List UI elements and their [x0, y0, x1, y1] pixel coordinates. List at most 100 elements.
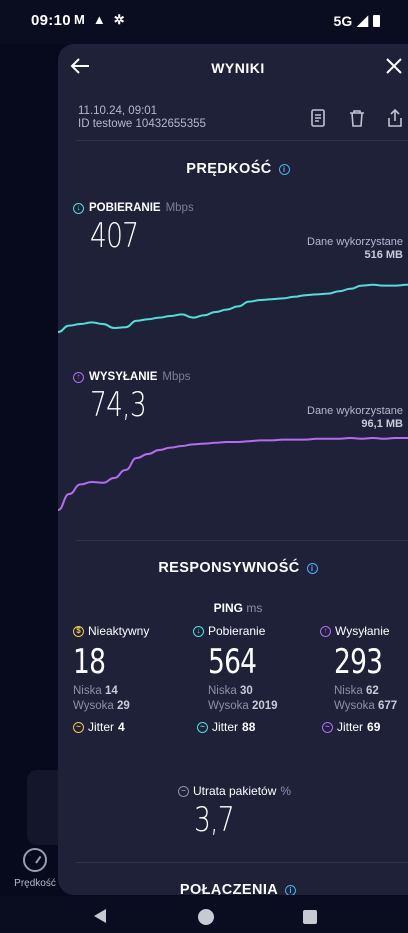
- upload-series-line: [58, 436, 408, 511]
- high-value: 2019: [252, 700, 278, 712]
- jitter-icon: ~: [322, 721, 333, 733]
- jitter-icon: ~: [197, 721, 208, 733]
- jitter-label: Jitter: [212, 720, 239, 734]
- high-label: Wysoka: [208, 700, 249, 712]
- jitter-value: 88: [242, 720, 256, 734]
- result-actions: [310, 108, 406, 128]
- mail-icon: M: [74, 12, 85, 27]
- upload-heading: ↑ WYSYŁANIE Mbps: [73, 371, 191, 383]
- info-icon[interactable]: i: [278, 163, 290, 175]
- ping-upload-high: Wysoka 677: [334, 700, 408, 712]
- download-arrow-icon: ↓: [73, 202, 84, 214]
- document-icon[interactable]: [310, 108, 330, 128]
- jitter-label: Jitter: [88, 720, 115, 734]
- ping-idle-low: Niska 14: [73, 685, 183, 697]
- ping-download-low: Niska 30: [208, 685, 303, 697]
- page-title: WYNIKI: [211, 60, 265, 76]
- share-icon[interactable]: [386, 108, 406, 128]
- ping-upload-jitter: ~ Jitter 69: [322, 720, 408, 734]
- ping-idle-column: $ Nieaktywny 18 Niska 14 Wysoka 29 ~ Jit…: [73, 624, 183, 734]
- home-nav-icon[interactable]: [198, 909, 214, 925]
- network-type: 5G: [333, 12, 353, 29]
- connections-section-title: POŁĄCZENIA i: [58, 882, 408, 895]
- ping-heading: PING ms: [58, 601, 408, 615]
- high-label: Wysoka: [334, 700, 375, 712]
- ping-download-high: Wysoka 2019: [208, 700, 303, 712]
- status-bar: 09:10 M ▲ ✲ 5G ◢: [0, 0, 408, 40]
- divider: [76, 140, 408, 141]
- download-heading: ↓ POBIERANIE Mbps: [73, 202, 194, 214]
- close-icon[interactable]: [385, 54, 403, 82]
- high-value: 677: [378, 700, 398, 712]
- idle-icon: $: [73, 625, 84, 637]
- low-label: Niska: [73, 685, 102, 697]
- jitter-label: Jitter: [337, 720, 364, 734]
- signal-icon: ◢: [357, 12, 368, 28]
- results-header: WYNIKI: [58, 44, 408, 90]
- divider: [76, 540, 408, 541]
- low-value: 62: [365, 685, 379, 697]
- trash-icon[interactable]: [348, 108, 368, 128]
- connections-title-text: POŁĄCZENIA: [179, 882, 279, 895]
- high-label: Wysoka: [73, 700, 114, 712]
- packet-loss-unit: %: [280, 784, 292, 798]
- ping-idle-value: 18: [73, 642, 106, 682]
- ping-upload-low: Niska 62: [334, 685, 408, 697]
- upload-unit: Mbps: [162, 371, 191, 383]
- nav-item-speed[interactable]: Prędkość: [0, 848, 70, 889]
- results-panel: WYNIKI 11.10.24, 09:01 ID testowe 104326…: [58, 44, 408, 895]
- low-value: 14: [104, 685, 118, 697]
- low-label: Niska: [334, 685, 363, 697]
- download-data-used: Dane wykorzystane 516 MB: [307, 236, 403, 262]
- ping-upload-column: ↑ Wysyłanie 293 Niska 62 Wysoka 677 ~ Ji…: [320, 624, 408, 734]
- battery-icon: [373, 14, 380, 27]
- divider: [76, 862, 408, 863]
- download-label: POBIERANIE: [89, 202, 161, 214]
- back-arrow-icon[interactable]: [70, 57, 90, 78]
- warning-icon: ▲: [92, 12, 106, 27]
- info-icon[interactable]: i: [285, 884, 297, 895]
- system-icons: 5G ◢: [334, 12, 380, 29]
- speed-section-title: PRĘDKOŚĆ i: [58, 161, 408, 177]
- download-used-label: Dane wykorzystane: [307, 236, 403, 248]
- upload-arrow-icon: ↑: [320, 625, 331, 637]
- packet-loss-heading: − Utrata pakietów %: [178, 784, 291, 798]
- jitter-value: 69: [367, 720, 381, 734]
- upload-chart: [58, 436, 408, 511]
- packet-loss-icon: −: [178, 785, 189, 797]
- speed-title-text: PRĘDKOŚĆ: [186, 161, 272, 177]
- status-time: 09:10: [31, 12, 71, 29]
- ping-download-jitter: ~ Jitter 88: [197, 720, 303, 734]
- jitter-value: 4: [118, 720, 125, 734]
- ping-idle-label: Nieaktywny: [88, 624, 150, 638]
- ping-upload-label: Wysyłanie: [335, 624, 390, 638]
- test-date: 11.10.24, 09:01: [78, 105, 158, 117]
- packet-loss-label: Utrata pakietów: [193, 784, 277, 798]
- ping-unit: ms: [246, 601, 263, 615]
- low-value: 30: [239, 685, 253, 697]
- ping-download-heading: ↓ Pobieranie: [193, 624, 303, 638]
- responsiveness-title-text: RESPONSYWNOŚĆ: [158, 560, 300, 576]
- download-arrow-icon: ↓: [193, 625, 204, 637]
- speedometer-icon: [23, 848, 47, 872]
- low-label: Niska: [208, 685, 237, 697]
- test-id: ID testowe 10432655355: [78, 118, 206, 130]
- download-chart: [58, 283, 408, 333]
- system-navigation-bar: [0, 896, 408, 933]
- ping-idle-high: Wysoka 29: [73, 700, 183, 712]
- download-unit: Mbps: [165, 202, 194, 214]
- back-nav-icon[interactable]: [94, 909, 106, 923]
- jitter-icon: ~: [73, 721, 84, 733]
- download-series-line: [58, 283, 408, 333]
- upload-used-value: 96,1 MB: [361, 418, 403, 430]
- ping-upload-heading: ↑ Wysyłanie: [320, 624, 408, 638]
- info-icon[interactable]: i: [306, 562, 318, 574]
- responsiveness-section-title: RESPONSYWNOŚĆ i: [58, 560, 408, 576]
- download-used-value: 516 MB: [364, 249, 403, 261]
- ping-download-column: ↓ Pobieranie 564 Niska 30 Wysoka 2019 ~ …: [193, 624, 303, 734]
- ping-idle-heading: $ Nieaktywny: [73, 624, 183, 638]
- recents-nav-icon[interactable]: [303, 910, 317, 924]
- upload-value: 74,3: [90, 385, 147, 425]
- upload-arrow-icon: ↑: [73, 371, 84, 383]
- ping-upload-value: 293: [334, 642, 383, 682]
